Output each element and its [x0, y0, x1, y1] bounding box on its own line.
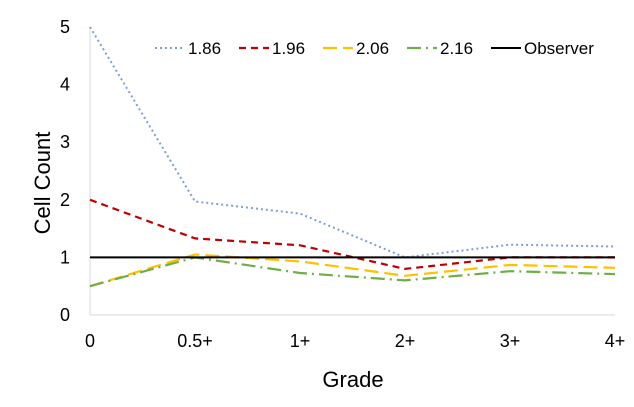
x-axis: 0 0.5+ 1+ 2+ 3+ 4+: [85, 314, 626, 351]
y-tick-label: 3: [60, 132, 70, 152]
x-tick-label: 0.5+: [177, 331, 213, 351]
y-tick-label: 5: [60, 17, 70, 37]
series-layer: [89, 26, 616, 288]
y-tick-label: 0: [60, 305, 70, 325]
x-tick-label: 4+: [605, 331, 626, 351]
series-line-2-16: [89, 256, 616, 288]
x-tick-label: 0: [85, 331, 95, 351]
series-line-2-06: [89, 253, 616, 288]
x-tick-label: 3+: [500, 331, 521, 351]
y-tick-label: 1: [60, 247, 70, 267]
series-line-1-86: [89, 26, 616, 259]
series-line-1-96: [89, 198, 615, 270]
y-tick-label: 4: [60, 75, 70, 95]
y-axis-title: Cell Count: [30, 132, 55, 235]
legend-label: 1.86: [188, 39, 221, 58]
legend-label: 1.96: [272, 39, 305, 58]
x-tick-label: 2+: [395, 331, 416, 351]
legend: 1.86 1.96 2.06 2.16 Observer: [155, 39, 594, 58]
x-axis-title: Grade: [322, 367, 383, 392]
y-axis: 0 1 2 3 4 5: [60, 17, 91, 325]
x-tick-label: 1+: [290, 331, 311, 351]
y-tick-label: 2: [60, 190, 70, 210]
legend-label: 2.16: [440, 39, 473, 58]
legend-label: Observer: [524, 39, 594, 58]
legend-label: 2.06: [356, 39, 389, 58]
